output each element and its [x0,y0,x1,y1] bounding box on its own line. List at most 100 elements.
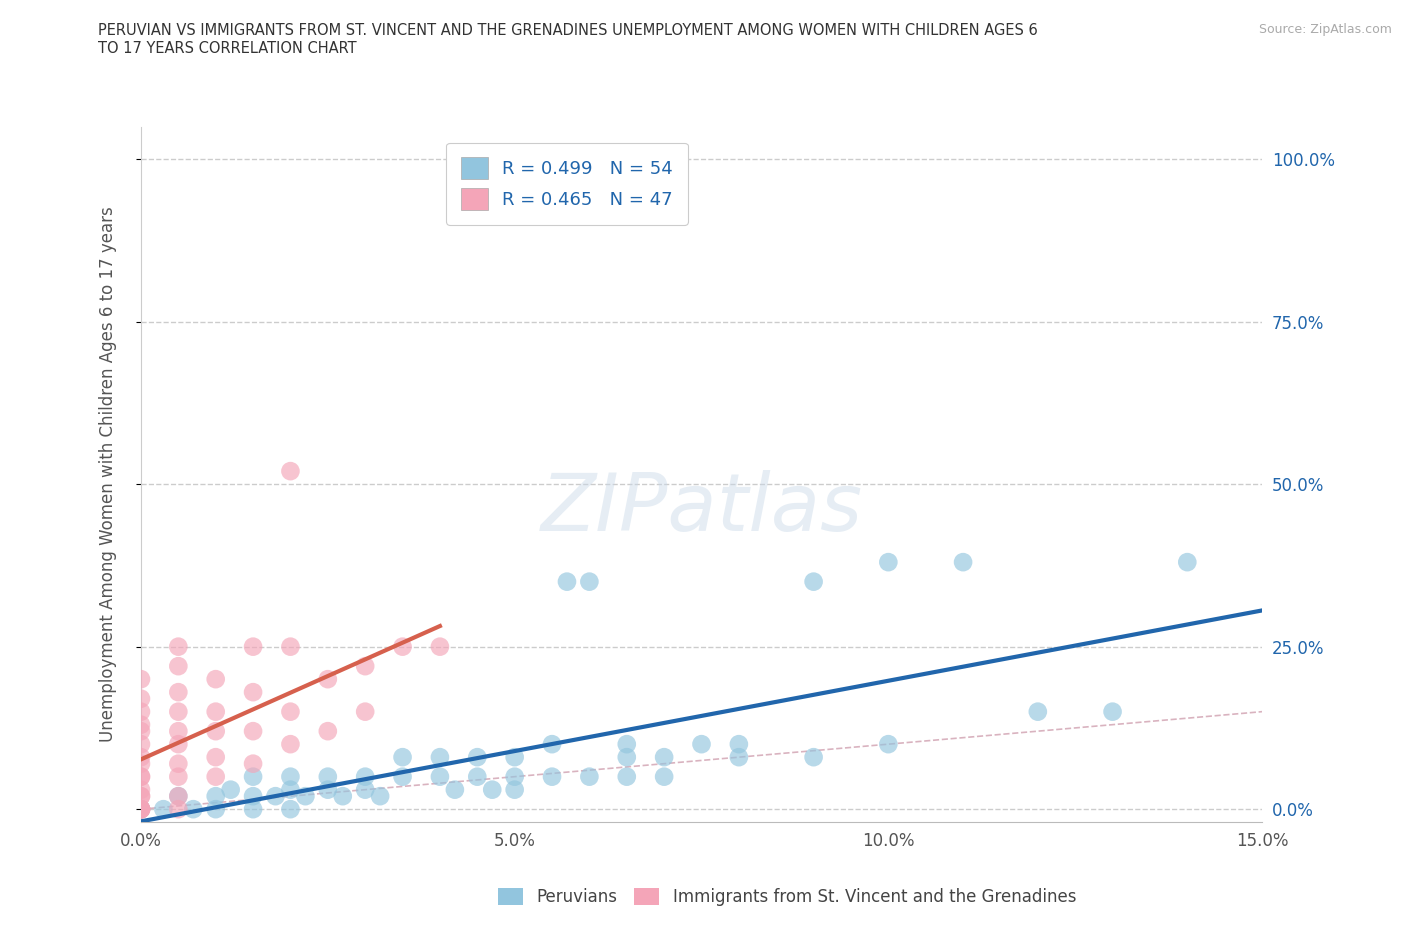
Point [465,769,488,784]
Point [541,737,564,751]
Point [391,750,413,764]
Point [578,769,600,784]
Point [465,750,488,764]
Point [167,639,190,654]
Text: ZIPatlas: ZIPatlas [540,471,862,548]
Point [152,802,174,817]
Point [129,671,152,686]
Point [242,724,264,738]
Point [803,574,825,589]
Point [728,750,751,764]
Point [167,737,190,751]
Point [280,704,302,719]
Point [354,782,377,797]
Point [204,789,226,804]
Point [616,737,638,751]
Point [129,769,152,784]
Point [316,782,339,797]
Point [129,717,152,732]
Point [652,750,675,764]
Point [578,574,600,589]
Point [167,658,190,673]
Point [129,737,152,751]
Point [354,769,377,784]
Point [129,691,152,706]
Point [616,750,638,764]
Point [280,737,302,751]
Point [280,639,302,654]
Point [264,789,287,804]
Point [280,769,302,784]
Point [204,724,226,738]
Point [129,802,152,817]
Point [167,769,190,784]
Point [204,704,226,719]
Point [242,802,264,817]
Point [877,554,900,569]
Point [280,464,302,479]
Point [368,789,391,804]
Point [1175,554,1198,569]
Point [167,704,190,719]
Point [204,750,226,764]
Point [429,750,451,764]
Point [129,769,152,784]
Point [280,802,302,817]
Point [503,782,526,797]
Point [1101,704,1123,719]
Point [280,782,302,797]
Point [1026,704,1049,719]
Point [391,769,413,784]
Point [316,724,339,738]
Point [129,802,152,817]
Point [316,671,339,686]
Y-axis label: Unemployment Among Women with Children Ages 6 to 17 years: Unemployment Among Women with Children A… [100,206,117,742]
Point [391,639,413,654]
Point [204,671,226,686]
Point [181,802,204,817]
Point [429,769,451,784]
Point [444,782,467,797]
Point [481,782,503,797]
Point [354,658,377,673]
Point [167,789,190,804]
Point [652,769,675,784]
Point [242,789,264,804]
Point [541,769,564,784]
Point [204,769,226,784]
Point [129,724,152,738]
Legend: Peruvians, Immigrants from St. Vincent and the Grenadines: Peruvians, Immigrants from St. Vincent a… [492,881,1083,912]
Point [129,789,152,804]
Point [167,756,190,771]
Point [242,639,264,654]
Point [129,802,152,817]
Point [129,789,152,804]
Point [167,684,190,699]
Point [242,756,264,771]
Point [803,750,825,764]
Point [316,769,339,784]
Point [877,737,900,751]
Point [242,684,264,699]
Point [219,782,242,797]
Text: PERUVIAN VS IMMIGRANTS FROM ST. VINCENT AND THE GRENADINES UNEMPLOYMENT AMONG WO: PERUVIAN VS IMMIGRANTS FROM ST. VINCENT … [98,23,1038,56]
Point [129,756,152,771]
Point [354,704,377,719]
Point [555,574,578,589]
Point [429,639,451,654]
Point [952,554,974,569]
Point [728,737,751,751]
Point [167,789,190,804]
Point [129,802,152,817]
Point [616,769,638,784]
Point [129,802,152,817]
Point [129,782,152,797]
Point [242,769,264,784]
Point [332,789,354,804]
Point [129,704,152,719]
Text: Source: ZipAtlas.com: Source: ZipAtlas.com [1258,23,1392,36]
Point [503,750,526,764]
Point [167,724,190,738]
Point [129,802,152,817]
Point [690,737,713,751]
